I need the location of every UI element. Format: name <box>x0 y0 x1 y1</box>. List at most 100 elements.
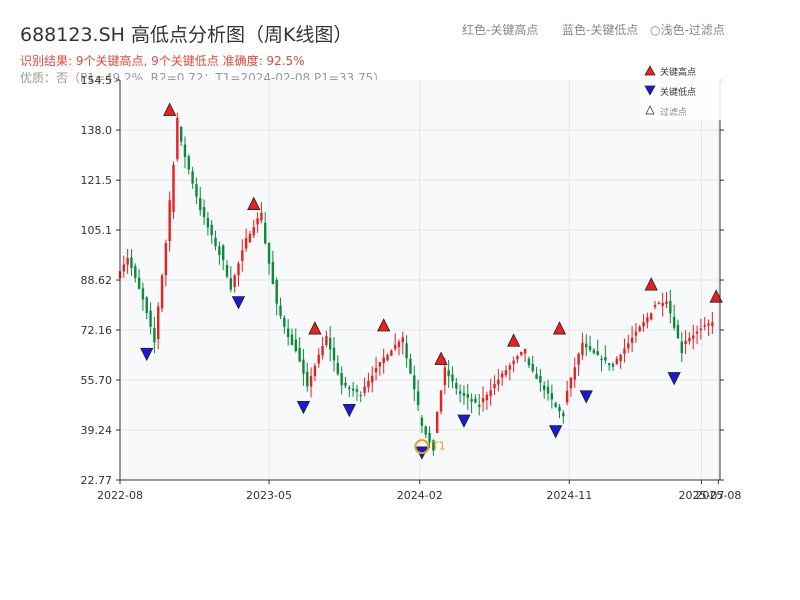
candle-body <box>565 390 569 403</box>
candle-body <box>707 323 710 326</box>
candle-body <box>218 246 221 256</box>
y-tick-label: 121.5 <box>81 174 113 187</box>
candle-body <box>527 358 531 366</box>
candle-body <box>378 362 382 367</box>
x-tick-label: 2023-05 <box>246 489 292 502</box>
key-low-marker <box>231 296 246 310</box>
candle-body <box>653 305 657 308</box>
candle-body <box>577 353 580 365</box>
key-low-marker <box>579 390 593 404</box>
candle-body <box>137 277 141 289</box>
candle-body <box>183 144 187 158</box>
candle-body <box>646 317 649 323</box>
candle-body <box>405 343 408 359</box>
key-high-marker <box>434 351 448 365</box>
t1-marker <box>414 439 430 455</box>
candle-body <box>313 366 317 377</box>
candle-body <box>455 382 458 389</box>
x-tick-labels: 2022-08 2023-05 2024-02 2024-11 2025-082025-… <box>97 480 741 502</box>
candle-body <box>225 265 229 277</box>
candle-body <box>680 341 683 354</box>
candle-body <box>447 370 450 377</box>
candle-body <box>351 388 355 391</box>
candle-body <box>344 382 347 386</box>
candle-body <box>168 200 171 242</box>
candle-body <box>328 337 332 350</box>
candle-body <box>153 327 156 343</box>
legend-high-marker <box>644 65 656 76</box>
candle-body <box>672 316 676 328</box>
candles <box>118 112 714 456</box>
candle-body <box>264 222 267 244</box>
candle-body <box>588 346 592 350</box>
candle-body <box>221 245 225 261</box>
candle-body <box>271 261 275 285</box>
candle-body <box>302 359 305 374</box>
candle-body <box>642 321 645 327</box>
candle-body <box>558 406 561 412</box>
candle-body <box>443 367 447 386</box>
candle-body <box>256 218 259 225</box>
key-low-marker <box>296 400 311 415</box>
legend-red-caption: 红色-关键高点 <box>462 23 539 37</box>
candle-body <box>397 341 401 348</box>
y-tick-label: 88.62 <box>81 274 113 287</box>
key-high-marker <box>163 102 177 116</box>
candle-body <box>393 344 397 349</box>
candle-body <box>386 354 389 361</box>
candle-body <box>539 376 542 383</box>
legend-low-marker <box>644 85 656 96</box>
candle-body <box>359 395 362 397</box>
candle-body <box>550 393 554 400</box>
candle-body <box>157 306 160 339</box>
candle-body <box>638 326 641 332</box>
candle-body <box>684 340 687 345</box>
x-tick-label: 2022-08 <box>97 489 143 502</box>
candle-body <box>363 386 366 393</box>
candle-body <box>607 363 611 366</box>
candle-body <box>340 373 343 386</box>
candle-body <box>336 363 340 375</box>
candle-body <box>160 275 164 309</box>
candle-body <box>164 243 168 276</box>
key-low-marker <box>457 414 471 428</box>
candle-body <box>508 365 512 370</box>
candle-body <box>401 337 405 343</box>
candle-body <box>325 335 328 345</box>
candle-body <box>462 392 466 396</box>
candle-body <box>298 348 301 362</box>
candle-body <box>600 358 603 361</box>
candle-body <box>592 349 596 354</box>
candle-body <box>374 367 378 373</box>
candle-body <box>531 364 534 371</box>
y-tick-label: 72.16 <box>81 324 113 337</box>
t1-label: T1 <box>431 440 446 453</box>
candle-body <box>309 376 313 387</box>
candle-body <box>145 297 148 314</box>
candle-body <box>390 350 393 356</box>
chart-legend: 关键高点 关键低点 过滤点 <box>640 62 724 120</box>
candle-body <box>474 398 477 403</box>
candle-body <box>420 417 424 426</box>
candle-body <box>481 397 485 403</box>
candle-body <box>332 347 336 361</box>
candle-body <box>409 358 412 374</box>
key-low-marker <box>342 403 356 418</box>
candle-body <box>485 394 489 401</box>
candle-body <box>703 325 706 327</box>
legend-high-label: 关键高点 <box>660 66 696 78</box>
candle-body <box>210 224 213 236</box>
y-tick-label: 105.1 <box>81 224 113 237</box>
candle-body <box>260 212 263 221</box>
candle-body <box>199 197 202 211</box>
key-high-marker <box>552 321 567 335</box>
candle-body <box>367 380 370 388</box>
candle-body <box>286 328 290 338</box>
legend-filtered-marker <box>645 105 655 115</box>
candle-body <box>371 375 374 383</box>
candle-body <box>458 391 462 394</box>
candle-body <box>523 349 527 354</box>
candle-body <box>669 300 672 314</box>
key-low-marker <box>140 347 154 362</box>
